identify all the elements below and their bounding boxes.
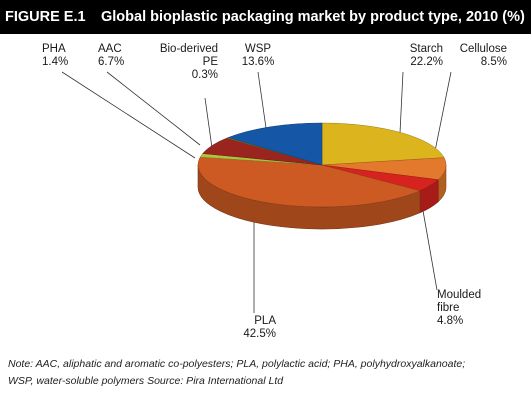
leader-line-aac <box>106 71 201 146</box>
label-pla-value: 42.5% <box>243 328 276 340</box>
label-pla-name: PLA <box>254 315 276 327</box>
label-wsp: WSP 13.6% <box>237 43 279 69</box>
label-aac-value: 6.7% <box>98 56 125 68</box>
label-starch-value: 22.2% <box>410 56 443 68</box>
pie-slice-starch <box>321 122 445 166</box>
chart-title: Global bioplastic packaging market by pr… <box>101 9 525 25</box>
label-wsp-name: WSP <box>244 43 272 55</box>
label-cellulose-value: 8.5% <box>480 56 507 68</box>
label-wsp-value: 13.6% <box>241 56 275 68</box>
label-aac: AAC 6.7% <box>98 43 124 69</box>
label-pha-value: 1.4% <box>42 56 69 68</box>
label-cellulose: Cellulose 8.5% <box>447 43 507 69</box>
figure-label: FIGURE E.1 <box>5 9 86 25</box>
label-pla: PLA 42.5% <box>232 315 276 341</box>
label-pe-name-1: Bio-derived <box>159 43 218 55</box>
label-pe-value: 0.3% <box>191 69 218 81</box>
label-pha: PHA 1.4% <box>42 43 68 69</box>
leader-line-pha <box>61 71 196 159</box>
leader-line-wsp <box>257 71 267 129</box>
figure-title-bar: FIGURE E.1 Global bioplastic packaging m… <box>0 0 531 34</box>
leader-lines <box>61 71 452 313</box>
label-pe-name-2: PE <box>202 56 218 68</box>
label-moulded-value: 4.8% <box>437 315 464 327</box>
label-moulded-name-2: fibre <box>437 302 460 314</box>
label-starch: Starch 22.2% <box>400 43 443 69</box>
note-line-2: WSP, water-soluble polymers Source: Pira… <box>8 375 284 387</box>
pie-slices <box>197 122 447 208</box>
leader-line-bio-derived-pe <box>204 97 213 149</box>
leader-line-moulded-fibre <box>421 204 438 291</box>
note-line-1: Note: AAC, aliphatic and aromatic co-pol… <box>8 358 466 370</box>
pie-slice-wsp <box>227 122 323 166</box>
pie-slice-pla <box>197 156 421 208</box>
chart-note: Note: AAC, aliphatic and aromatic co-pol… <box>8 356 528 390</box>
label-starch-name: Starch <box>409 43 443 55</box>
label-moulded-fibre: Moulded fibre 4.8% <box>437 289 481 328</box>
label-bio-derived-pe: Bio-derived PE 0.3% <box>135 43 218 82</box>
label-moulded-name-1: Moulded <box>437 289 482 301</box>
label-cellulose-name: Cellulose <box>459 43 507 55</box>
label-pha-name: PHA <box>42 43 66 55</box>
label-aac-name: AAC <box>98 43 122 55</box>
leader-line-starch <box>399 71 404 134</box>
pie-sides <box>197 164 447 230</box>
